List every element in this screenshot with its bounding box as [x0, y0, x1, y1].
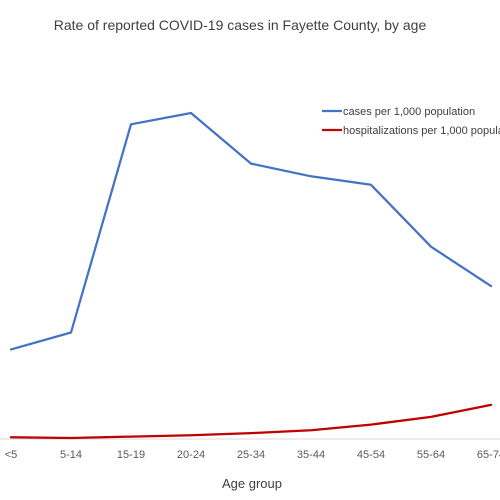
x-tick-label: <5: [5, 449, 18, 461]
x-axis: <5 5-14 15-19 20-24 25-34 35-44 45-54 55-64 65-7…: [0, 438, 500, 461]
x-tick-label: 5-14: [60, 449, 82, 461]
chart-title: Rate of reported COVID-19 cases in Fayet…: [54, 17, 427, 33]
x-tick-label: 65-74: [477, 449, 500, 461]
x-tick-label: 15-19: [117, 449, 145, 461]
legend-label-2: hospitalizations per 1,000 population: [343, 125, 500, 137]
x-tick-label: 45-54: [357, 449, 385, 461]
series-group: [9, 111, 493, 440]
x-tick-label: 55-64: [417, 449, 445, 461]
series-line-2: [9, 403, 493, 440]
legend: cases per 1,000 population hospitalizatio…: [322, 106, 500, 137]
x-tick-label: 35-44: [297, 449, 325, 461]
x-tick-label: 20-24: [177, 449, 205, 461]
series-line-1: [9, 111, 493, 351]
x-tick-label: 25-34: [237, 449, 265, 461]
x-axis-title: Age group: [222, 476, 282, 491]
legend-label-1: cases per 1,000 population: [343, 106, 475, 118]
